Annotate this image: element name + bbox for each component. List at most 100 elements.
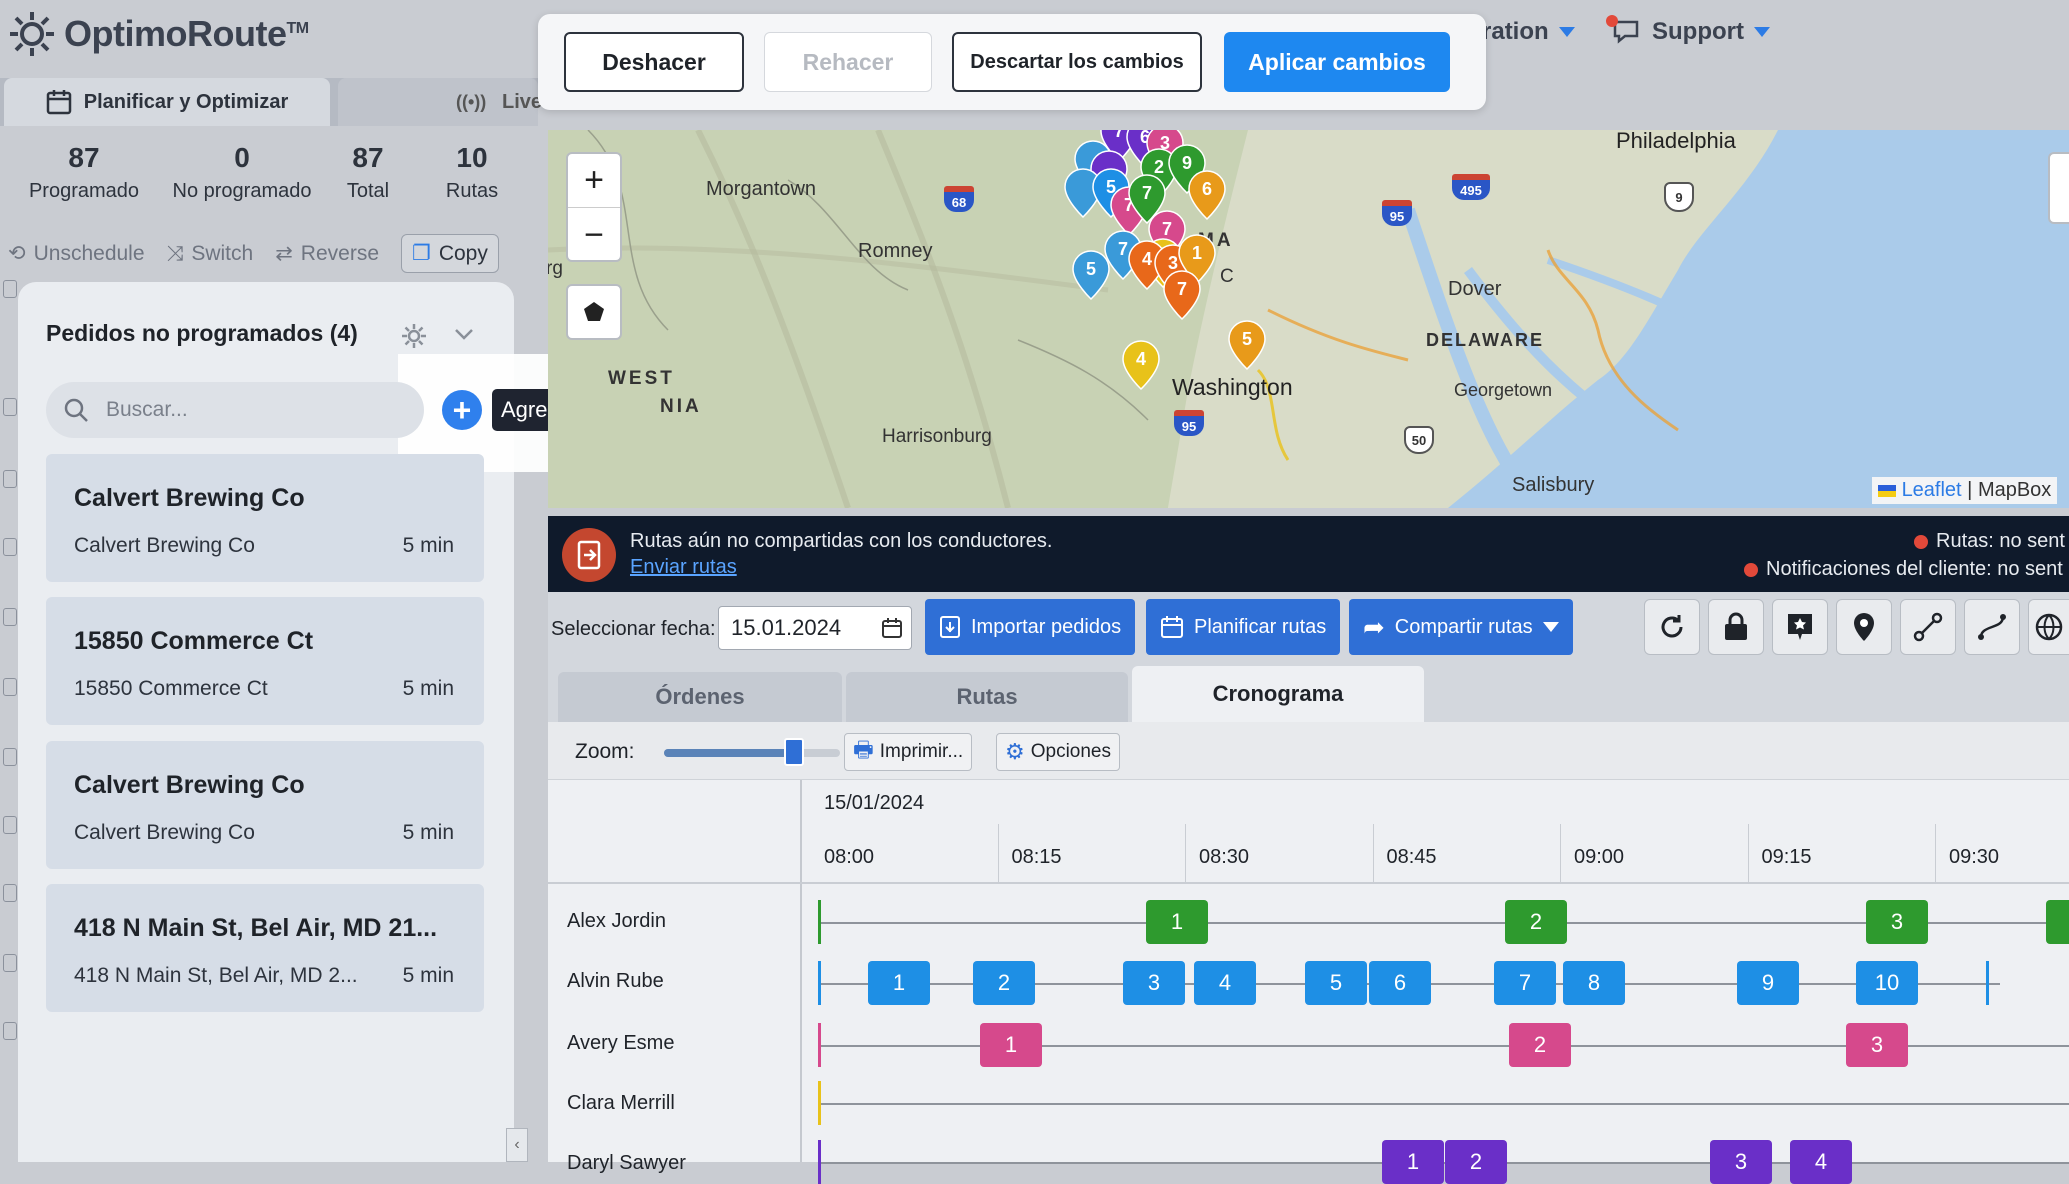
row-checkbox[interactable]	[3, 608, 17, 626]
map-marker-icon[interactable]: 5	[1228, 320, 1266, 371]
stop-block[interactable]: 1	[868, 961, 930, 1005]
map-canvas	[548, 130, 1778, 508]
order-card[interactable]: Calvert Brewing Co Calvert Brewing Co 5 mi…	[46, 454, 484, 582]
zoom-in-button[interactable]: +	[568, 154, 620, 208]
search-box[interactable]	[46, 382, 424, 438]
path-button[interactable]	[1964, 599, 2020, 655]
order-card[interactable]: Calvert Brewing Co Calvert Brewing Co 5 mi…	[46, 741, 484, 869]
tab-live[interactable]: ((•)) Live	[338, 78, 542, 126]
tab-routes[interactable]: Rutas	[846, 672, 1128, 722]
order-card[interactable]: 418 N Main St, Bel Air, MD 21... 418 N Ma…	[46, 884, 484, 1012]
row-checkbox[interactable]	[3, 954, 17, 972]
stop-block[interactable]: 8	[1563, 961, 1625, 1005]
map-layers-button[interactable]	[2048, 152, 2069, 224]
reverse-button[interactable]: ⇄ Reverse	[275, 241, 379, 266]
redo-button[interactable]: Rehacer	[764, 32, 932, 92]
driver-name[interactable]: Avery Esme	[567, 1032, 675, 1054]
stop-block[interactable]: 1	[1146, 900, 1208, 944]
favorite-location-button[interactable]	[1772, 599, 1828, 655]
row-checkbox[interactable]	[3, 538, 17, 556]
stop-block[interactable]: 5	[1305, 961, 1367, 1005]
app-logo[interactable]: OptimoRouteTM	[8, 10, 309, 58]
zoom-label: Zoom:	[575, 740, 635, 763]
chat-icon	[1606, 15, 1642, 45]
driver-name[interactable]: Clara Merrill	[567, 1092, 675, 1114]
import-orders-button[interactable]: Importar pedidos	[925, 599, 1136, 655]
support-menu[interactable]: Support	[1606, 15, 1770, 46]
row-checkbox[interactable]	[3, 280, 17, 298]
stop-block[interactable]: 4	[1790, 1140, 1852, 1184]
stop-block[interactable]: 2	[1445, 1140, 1507, 1184]
row-checkbox[interactable]	[3, 884, 17, 902]
apply-changes-button[interactable]: Aplicar cambios	[1224, 32, 1450, 92]
map-marker-icon[interactable]: 7	[1128, 174, 1166, 225]
tab-plan[interactable]: Planificar y Optimizar	[4, 78, 330, 126]
lock-button[interactable]	[1708, 599, 1764, 655]
stop-block[interactable]: 7	[1494, 961, 1556, 1005]
copy-button[interactable]: ❐ Copy	[401, 234, 499, 273]
stop-block[interactable]: 10	[1856, 961, 1918, 1005]
route-button[interactable]	[1900, 599, 1956, 655]
row-checkbox[interactable]	[3, 678, 17, 696]
stop-block[interactable]: 3	[1846, 1023, 1908, 1067]
switch-button[interactable]: ⤨ Switch	[166, 241, 254, 265]
globe-button[interactable]	[2028, 599, 2069, 655]
route-start	[818, 1023, 821, 1067]
tab-schedule[interactable]: Cronograma	[1132, 666, 1424, 722]
tab-orders[interactable]: Órdenes	[558, 672, 842, 722]
stop-block[interactable]: 2	[973, 961, 1035, 1005]
stop-block[interactable]: 3	[1866, 900, 1928, 944]
refresh-button[interactable]	[1644, 599, 1700, 655]
send-routes-link[interactable]: Enviar rutas	[630, 556, 737, 578]
stop-block[interactable]: 3	[1710, 1140, 1772, 1184]
row-checkbox[interactable]	[3, 816, 17, 834]
stop-block[interactable]: 3	[1123, 961, 1185, 1005]
map[interactable]: Philadelphia Morgantown Romney Dover DEL…	[548, 130, 2069, 508]
zoom-out-button[interactable]: −	[584, 215, 604, 254]
search-input[interactable]	[106, 398, 366, 422]
date-picker[interactable]: 15.01.2024	[718, 606, 912, 650]
map-marker-icon[interactable]: 6	[1188, 170, 1226, 221]
stop-block[interactable]: 2	[1505, 900, 1567, 944]
location-button[interactable]	[1836, 599, 1892, 655]
add-order-button[interactable]: +	[442, 390, 482, 430]
map-marker-icon[interactable]: 5	[1072, 250, 1110, 301]
stop-block[interactable]: 2	[1509, 1023, 1571, 1067]
driver-name[interactable]: Alvin Rube	[567, 970, 664, 992]
date-value: 15.01.2024	[731, 615, 842, 640]
discard-changes-button[interactable]: Descartar los cambios	[952, 32, 1202, 92]
stop-block[interactable]: 1	[980, 1023, 1042, 1067]
svg-text:6: 6	[1140, 130, 1150, 147]
collapse-panel-button[interactable]: ‹	[506, 1128, 528, 1162]
row-checkbox[interactable]	[3, 470, 17, 488]
leaflet-link[interactable]: Leaflet	[1901, 479, 1962, 501]
stop-block[interactable]: 6	[1369, 961, 1431, 1005]
row-checkbox[interactable]	[3, 1022, 17, 1040]
stop-block[interactable]	[2046, 900, 2069, 944]
integration-menu[interactable]: ration	[1482, 18, 1575, 46]
map-marker-icon[interactable]: 4	[1122, 340, 1160, 391]
driver-name[interactable]: Alex Jordin	[567, 910, 666, 932]
chevron-down-icon[interactable]	[452, 324, 476, 349]
row-checkbox[interactable]	[3, 398, 17, 416]
settings-icon[interactable]	[400, 322, 428, 355]
gear-icon: ⚙	[1005, 739, 1025, 764]
driver-name[interactable]: Daryl Sawyer	[567, 1152, 686, 1174]
order-card[interactable]: 15850 Commerce Ct 15850 Commerce Ct 5 min	[46, 597, 484, 725]
row-checkbox[interactable]	[3, 748, 17, 766]
unschedule-icon: ⟲	[8, 242, 26, 265]
zoom-slider-handle[interactable]	[784, 738, 805, 766]
options-button[interactable]: ⚙ Opciones	[996, 733, 1121, 771]
map-marker-icon[interactable]: 7	[1163, 270, 1201, 321]
time-tick	[1560, 824, 1561, 882]
print-button[interactable]: 🖶 Imprimir...	[844, 733, 973, 771]
unschedule-button[interactable]: ⟲ Unschedule	[8, 241, 145, 266]
share-routes-button[interactable]: ➦ Compartir rutas	[1349, 599, 1573, 655]
stop-block[interactable]: 9	[1737, 961, 1799, 1005]
draw-polygon-button[interactable]	[566, 284, 622, 340]
undo-button[interactable]: Deshacer	[564, 32, 744, 92]
stop-block[interactable]: 4	[1194, 961, 1256, 1005]
plan-routes-button[interactable]: Planificar rutas	[1146, 599, 1341, 655]
stop-block[interactable]: 1	[1382, 1140, 1444, 1184]
mapbox-link[interactable]: MapBox	[1977, 479, 2052, 501]
